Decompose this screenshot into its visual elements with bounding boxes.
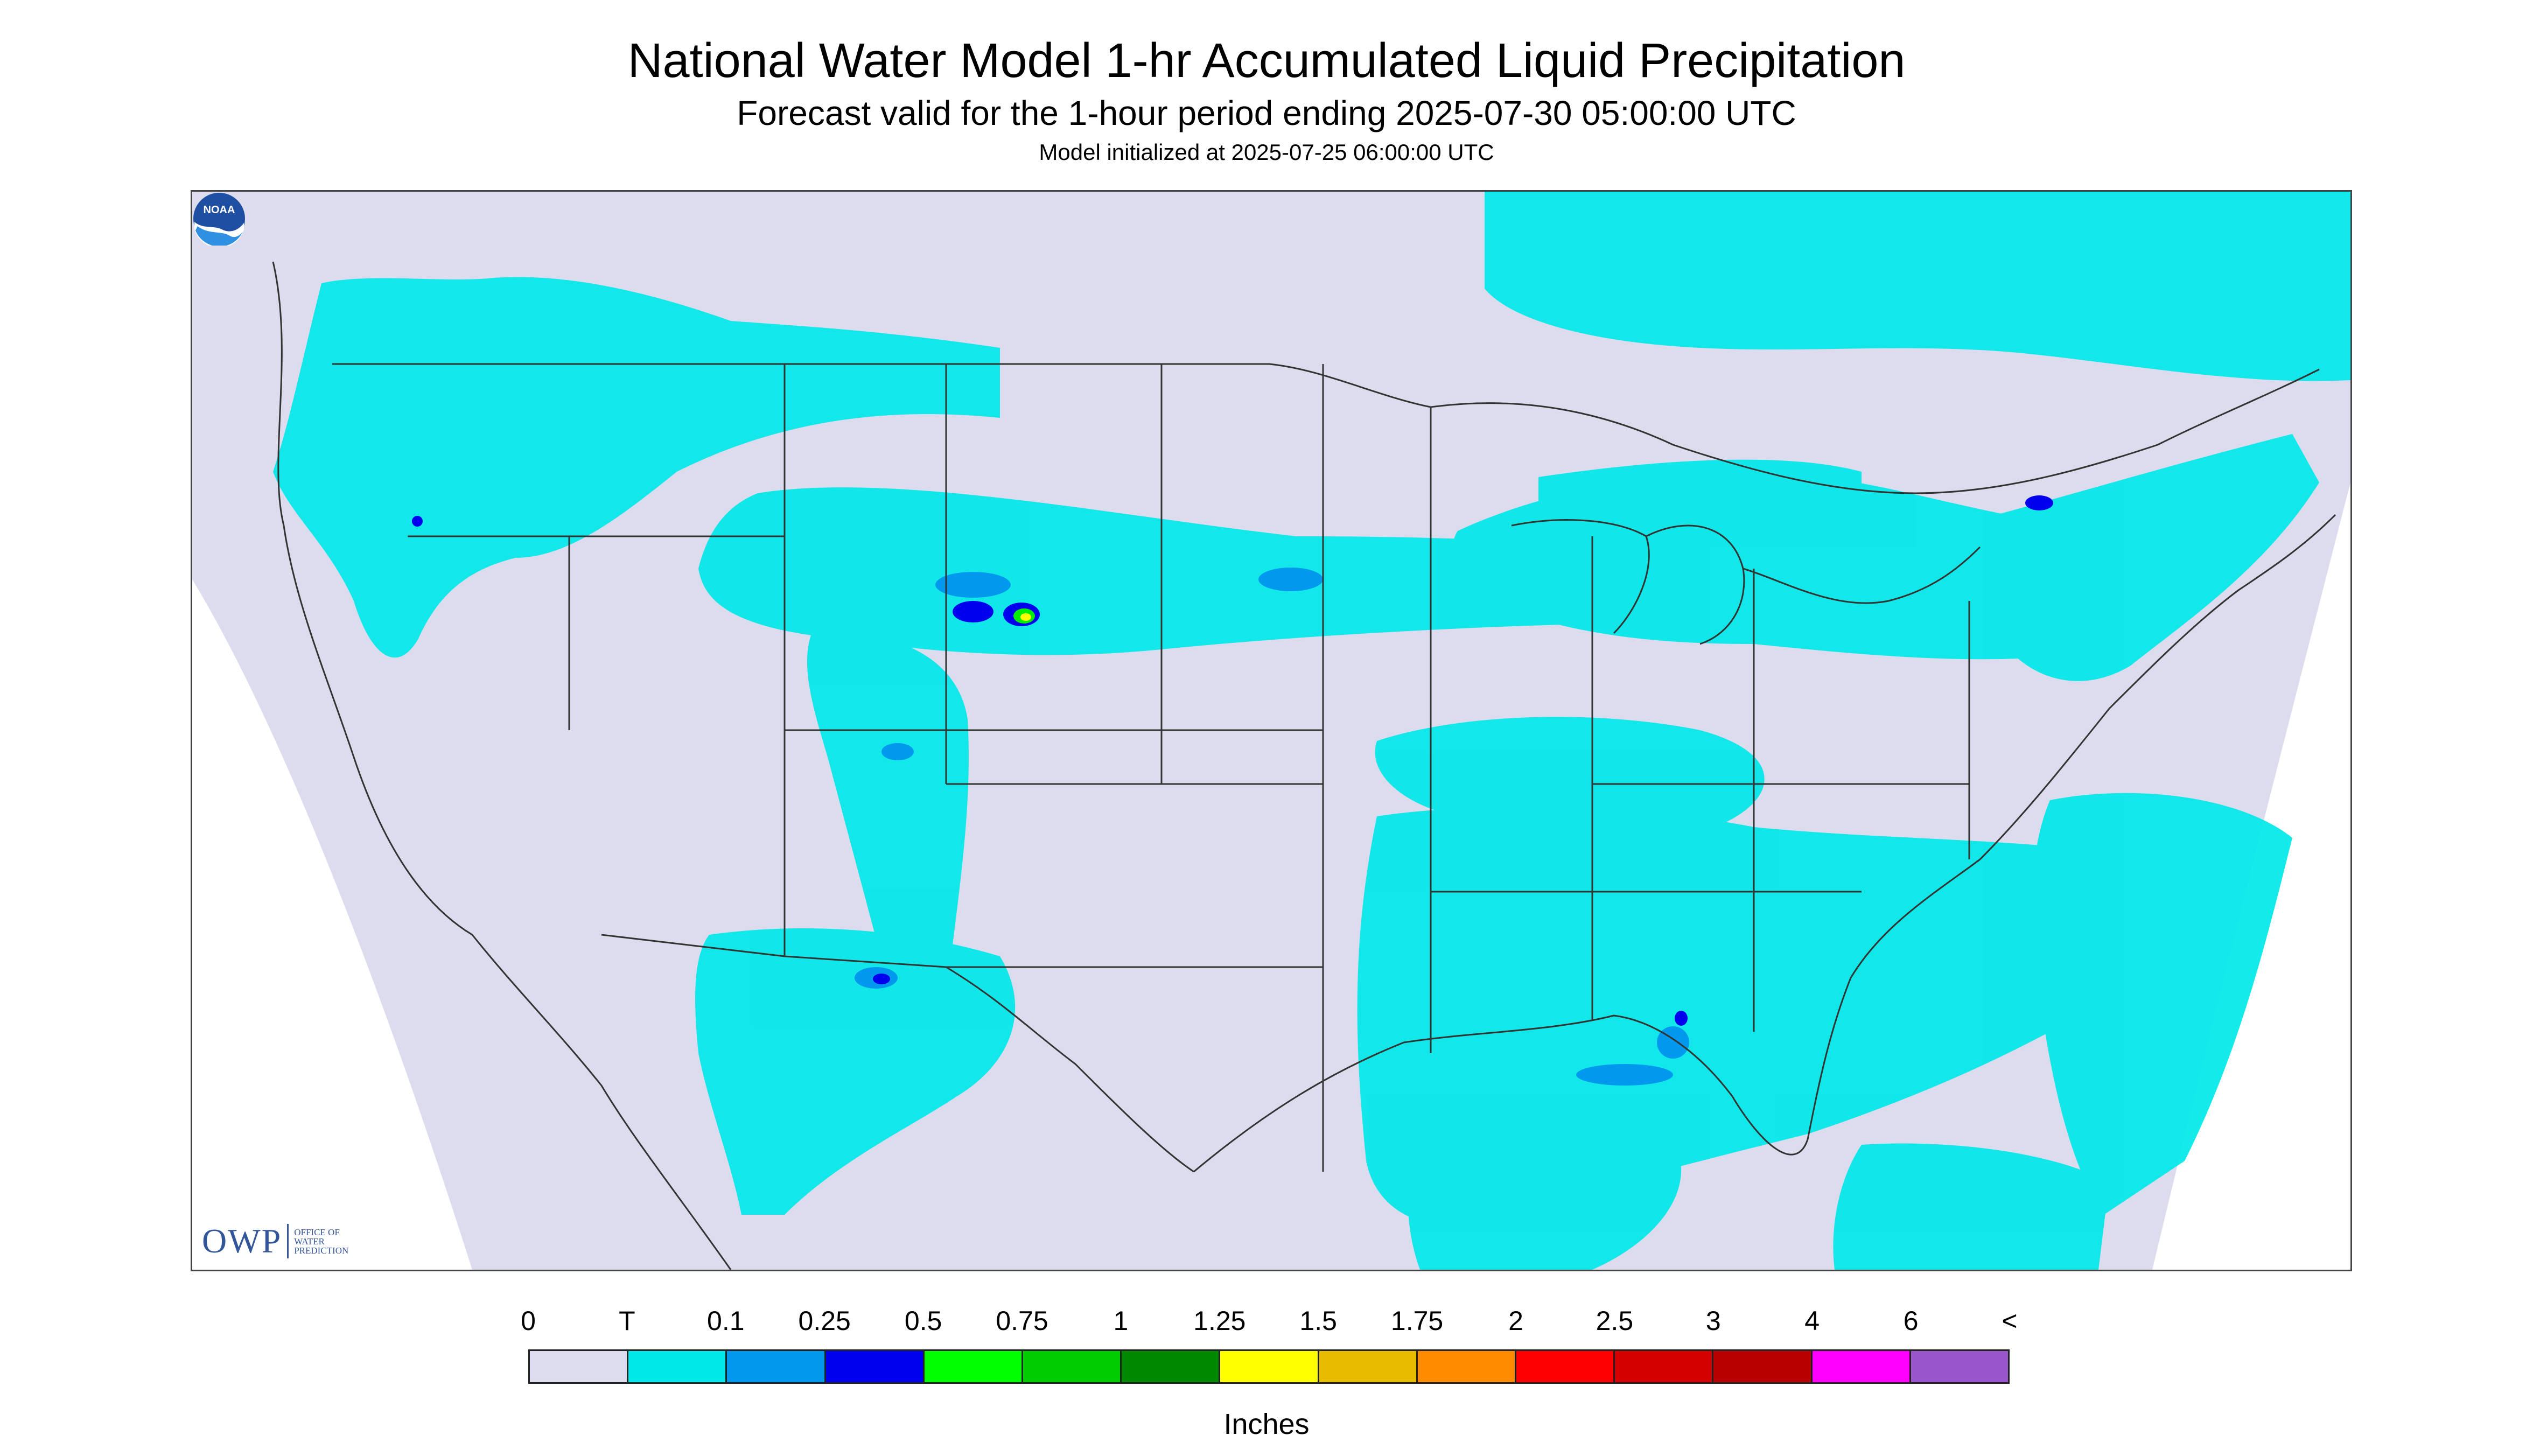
noaa-logo-text: NOAA xyxy=(204,204,235,216)
us-mexico-border xyxy=(601,934,1194,1173)
legend-swatch xyxy=(628,1351,727,1382)
map-svg xyxy=(192,192,2350,1270)
precip-southwest xyxy=(695,928,1016,1215)
precip-ohio-valley xyxy=(1375,717,1765,830)
legend-swatch xyxy=(1122,1351,1221,1382)
noaa-logo: NOAA xyxy=(193,193,245,246)
legend-swatch xyxy=(1911,1351,2009,1382)
precip-cell-sd-yellow xyxy=(1020,613,1031,621)
precip-pacific-northwest xyxy=(273,277,1000,658)
state-lines xyxy=(408,364,1970,1172)
legend-label: 0 xyxy=(521,1306,536,1336)
precip-cell-fl-panhandle xyxy=(1657,1026,1689,1059)
owp-logo-line-2: WATER xyxy=(294,1236,325,1247)
gulf-coast-line xyxy=(1193,514,2336,1173)
legend-swatch xyxy=(1516,1351,1615,1382)
owp-logo-line-1: OFFICE OF xyxy=(294,1227,340,1237)
owp-logo: OWP OFFICE OF WATER PREDICTION xyxy=(202,1221,348,1261)
legend-label: 1.5 xyxy=(1299,1306,1337,1336)
precip-gulf xyxy=(1408,1114,1682,1270)
light-precip-cells xyxy=(855,568,1689,1086)
legend-label: 0.1 xyxy=(707,1306,745,1336)
chart-subtitle: Forecast valid for the 1-hour period end… xyxy=(737,94,1796,132)
owp-logo-line-3: PREDICTION xyxy=(294,1245,349,1256)
owp-logo-mark: OWP xyxy=(202,1222,282,1260)
owp-logo-text: OFFICE OF WATER PREDICTION xyxy=(294,1228,348,1255)
precip-northeast xyxy=(1996,434,2319,681)
us-canada-border xyxy=(332,363,2320,494)
precip-cell-fl-core xyxy=(1675,1011,1688,1026)
legend-swatch xyxy=(1220,1351,1319,1382)
legend-label: 2 xyxy=(1508,1306,1523,1336)
precip-cell-quebec xyxy=(2025,495,2053,510)
precip-cell-oregon xyxy=(412,516,423,527)
legend-label: 0.75 xyxy=(996,1306,1048,1336)
political-boundaries xyxy=(272,261,2336,1270)
precip-cell-nm-core xyxy=(873,974,890,984)
trace-precip-areas xyxy=(273,192,2350,1270)
legend-label: 1.75 xyxy=(1390,1306,1444,1336)
legend-swatch xyxy=(1417,1351,1517,1382)
legend-swatch xyxy=(1319,1351,1418,1382)
legend-swatch xyxy=(530,1351,629,1382)
precipitation-map: OWP OFFICE OF WATER PREDICTION NOAA xyxy=(191,190,2352,1271)
legend-swatch xyxy=(825,1351,925,1382)
precip-cell-colorado xyxy=(881,743,914,760)
chart-title: National Water Model 1-hr Accumulated Li… xyxy=(627,34,1906,88)
legend-swatch xyxy=(1023,1351,1122,1382)
precip-rockies xyxy=(807,632,969,999)
precip-cell-gulf xyxy=(1576,1064,1673,1086)
legend-label: 0.25 xyxy=(798,1306,851,1336)
legend-label: 0.5 xyxy=(904,1306,942,1336)
precip-cell-mn xyxy=(1258,568,1323,591)
legend-label: 6 xyxy=(1903,1306,1919,1336)
heavy-precip-cells xyxy=(412,495,2053,1026)
great-lakes-outline xyxy=(1511,519,1981,645)
legend-label: < xyxy=(2002,1306,2018,1336)
legend-swatch xyxy=(924,1351,1024,1382)
precip-canada-east xyxy=(1485,192,2350,381)
legend-swatch xyxy=(1615,1351,1714,1382)
precip-cell-sd xyxy=(935,572,1011,598)
legend-label: 1.25 xyxy=(1193,1306,1246,1336)
legend-label: T xyxy=(619,1306,635,1336)
legend-swatch xyxy=(1713,1351,1813,1382)
legend-units: Inches xyxy=(1223,1408,1310,1440)
legend-label: 2.5 xyxy=(1596,1306,1634,1336)
west-coast-line xyxy=(272,261,732,1270)
legend-swatch xyxy=(727,1351,826,1382)
legend-label: 1 xyxy=(1113,1306,1129,1336)
legend-label: 3 xyxy=(1705,1306,1721,1336)
legend-colorbar xyxy=(528,1349,2010,1384)
precip-atlantic xyxy=(2032,793,2292,1215)
owp-logo-divider xyxy=(287,1224,289,1258)
precip-caribbean xyxy=(1833,1143,2109,1270)
legend-labels: 0 T 0.1 0.25 0.5 0.75 1 1.25 1.5 1.75 2 2.5 3 4 6 < xyxy=(0,1307,2533,1340)
model-init-text: Model initialized at 2025-07-25 06:00:00… xyxy=(1039,139,1494,165)
precip-cell-sd-core xyxy=(953,601,993,622)
legend-swatch xyxy=(1812,1351,1911,1382)
legend-label: 4 xyxy=(1804,1306,1820,1336)
precip-northern-plains xyxy=(698,487,1700,655)
